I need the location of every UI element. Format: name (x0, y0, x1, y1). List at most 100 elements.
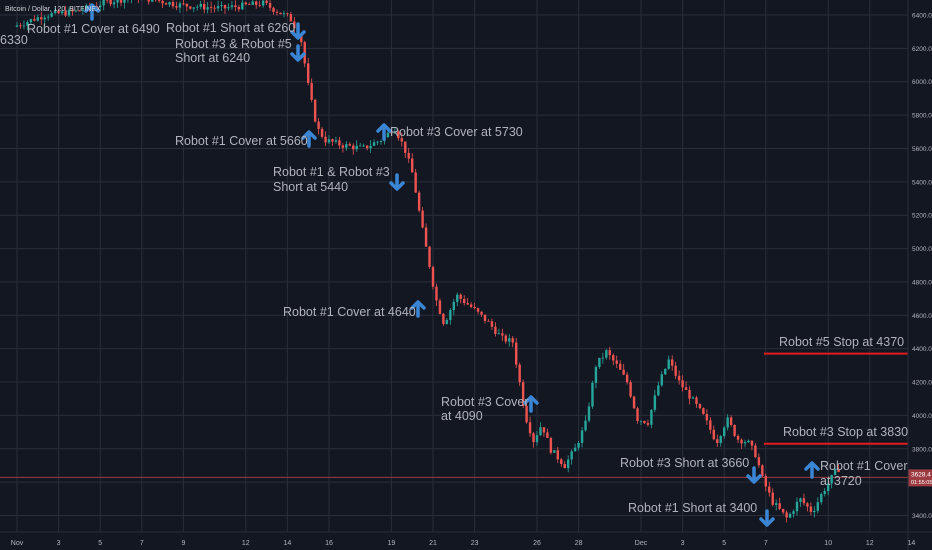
x-tick-label: 26 (533, 540, 541, 547)
arrow-head (746, 474, 762, 484)
candle (636, 406, 639, 424)
candle (338, 136, 341, 149)
candle-body (372, 142, 376, 146)
y-tick-label: 5200.0 (912, 213, 932, 220)
candle (723, 425, 726, 439)
x-tick-label: 5 (722, 540, 726, 547)
candle (355, 140, 358, 152)
annotation-text: 6330 (0, 33, 28, 47)
candle (265, 0, 268, 6)
candle-body (279, 12, 282, 15)
candle (771, 488, 774, 507)
candle (241, 0, 244, 11)
candle (147, 0, 150, 5)
candle (795, 497, 799, 516)
candle (691, 395, 695, 399)
y-axis[interactable]: 6400.0 6200.0 6000.0 5800.0 5600.0 5400.0 5200… (908, 0, 932, 550)
candle (74, 9, 78, 13)
candle (608, 347, 611, 360)
candle-body (258, 4, 261, 6)
candle-body (757, 457, 761, 466)
candle (248, 2, 251, 6)
candle (515, 337, 518, 368)
candle (563, 461, 566, 469)
candle-body (345, 144, 348, 148)
candle-body (747, 440, 750, 443)
candle-body (182, 3, 185, 5)
y-tick-label: 5600.0 (912, 146, 932, 153)
candle-body (615, 360, 618, 364)
annotation-text: at 4090 (441, 409, 483, 423)
candle (435, 283, 438, 306)
candle (605, 349, 608, 360)
candle (213, 4, 216, 13)
candle-body (60, 11, 64, 14)
x-tick-label: 16 (325, 540, 333, 547)
y-tick-label: 4600.0 (912, 313, 932, 320)
candle (216, 0, 220, 12)
candle (324, 131, 327, 147)
candle (438, 298, 442, 315)
candle-body (411, 158, 414, 173)
candle (476, 307, 480, 315)
candle (109, 0, 112, 7)
arrow-up-icon (376, 123, 392, 141)
candle-body (508, 338, 511, 342)
candle-body (261, 0, 265, 6)
candle-body (116, 0, 119, 3)
candle (331, 138, 334, 146)
candle (154, 0, 157, 2)
candle-body (657, 385, 660, 396)
candle (369, 140, 372, 153)
candle-body (716, 439, 719, 443)
candle-body (320, 128, 324, 137)
candle-body (161, 0, 164, 4)
candle (525, 402, 528, 424)
candle (497, 328, 501, 335)
candle (293, 17, 296, 34)
candle (164, 2, 168, 5)
candle (809, 502, 813, 516)
candle (424, 223, 428, 247)
candle (22, 20, 26, 30)
candle-body (369, 145, 372, 149)
candle-body (244, 2, 247, 5)
candle-body (660, 374, 663, 386)
annotation-text: Robot #1 Short at 6260 (166, 21, 295, 35)
candle-body (421, 210, 424, 228)
candle (19, 22, 22, 29)
candle (688, 386, 691, 405)
candle (407, 147, 410, 163)
candle (282, 10, 286, 18)
candle (237, 4, 241, 12)
arrow-head (759, 517, 775, 527)
candle (272, 6, 275, 15)
candle-body (511, 338, 514, 343)
candle (404, 141, 407, 158)
annotation-text: Robot #1 Short at 3400 (628, 501, 757, 515)
candle (674, 361, 677, 380)
y-tick-label: 4000.0 (912, 413, 932, 420)
candle-body (241, 2, 244, 10)
candle (632, 395, 636, 410)
candle (511, 335, 514, 348)
candle-body (816, 502, 819, 511)
candle (733, 424, 736, 437)
candle (206, 1, 209, 14)
candle-body (338, 140, 341, 146)
y-tick-label: 3800.0 (912, 446, 932, 453)
candle-body (459, 294, 462, 299)
candle (223, 4, 227, 14)
candle (677, 370, 681, 385)
candle-body (220, 5, 223, 7)
candle-body (788, 513, 792, 518)
candle-body (504, 335, 507, 342)
candle (67, 7, 71, 17)
candle (352, 143, 355, 155)
arrow-up-icon (84, 3, 100, 21)
candle (310, 78, 313, 103)
candle (705, 409, 709, 426)
candle (629, 380, 632, 399)
